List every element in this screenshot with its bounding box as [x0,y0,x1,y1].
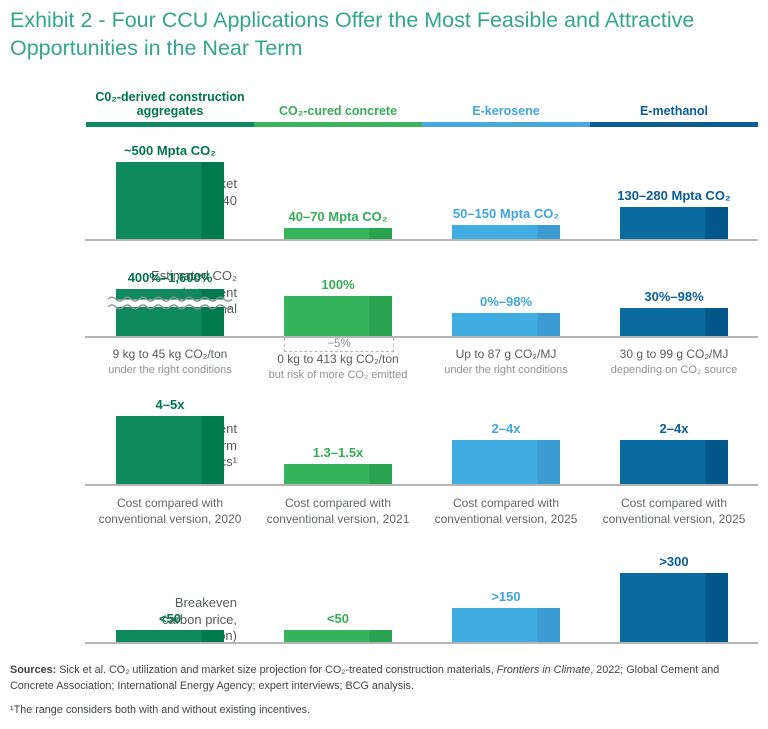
bar-breakeven-e-kerosene [452,608,560,643]
bar-value-label: 2–4x [659,421,689,436]
bar-market-cured-concrete [284,228,392,240]
bar-market-aggregates [116,162,224,240]
bar-value-label: >300 [659,554,689,569]
bar-breakeven-cured-concrete [284,630,392,643]
negative-range-label: −5% [322,338,356,350]
bar-market-e-methanol [620,207,728,240]
bar-sub-label: Cost compared with conventional version,… [434,496,578,526]
header-rule-segment-aggregates [86,122,254,127]
bar-sub-label: 9 kg to 45 kg CO₂/ton under the right co… [108,347,232,376]
bar-value-label: 2–4x [491,421,521,436]
axis-baseline [85,642,758,644]
axis-baseline [85,336,758,338]
bar-breakeven-e-methanol [620,573,728,643]
header-rule-segment-e-kerosene [422,122,590,127]
negative-range-box: −5% [284,338,394,352]
column-header-aggregates: C0₂-derived construction aggregates [95,89,245,119]
bar-value-label: 0%–98% [479,294,533,309]
bar-value-label: 30%–98% [644,289,704,304]
axis-break-squiggle-icon [108,296,232,310]
axis-baseline [85,484,758,486]
bar-value-label: 4–5x [155,397,185,412]
bar-economics-aggregates [116,416,224,485]
header-rule-segment-e-methanol [590,122,758,127]
axis-baseline [85,239,758,241]
bar-market-e-kerosene [452,225,560,240]
bar-value-label: 50–150 Mpta CO₂ [452,206,560,221]
exhibit-title: Exhibit 2 - Four CCU Applications Offer … [10,8,695,61]
bar-value-label: <50 [158,611,182,626]
bar-value-label: 1.3–1.5x [312,445,364,460]
bar-sub-label: Up to 87 g CO₂/MJ under the right condit… [444,347,568,376]
bar-sub-label: Cost compared with conventional version,… [266,496,410,526]
bar-value-label: 40–70 Mpta CO₂ [288,209,388,224]
column-header-e-methanol: E-methanol [639,104,709,119]
bar-sub-label: 0 kg to 413 kg CO₂/ton but risk of more … [268,352,408,381]
bar-abatement-e-methanol [620,308,728,337]
column-header-e-kerosene: E-kerosene [472,104,540,119]
bar-economics-cured-concrete [284,464,392,485]
bar-value-label: <50 [326,611,350,626]
bar-breakeven-aggregates [116,630,224,643]
header-rule-segment-cured-concrete [254,122,422,127]
bar-value-label: 130–280 Mpta CO₂ [617,188,731,203]
bar-sub-label: Cost compared with conventional version,… [602,496,746,526]
sources-label: Sources: [10,664,57,676]
bar-value-label: >150 [491,589,521,604]
column-header-cured-concrete: CO₂-cured concrete [278,104,398,119]
bar-economics-e-kerosene [452,440,560,485]
footnote: ¹The range considers both with and witho… [10,704,311,716]
bar-value-label: ~500 Mpta CO₂ [123,143,217,158]
bar-abatement-cured-concrete [284,296,392,337]
bar-economics-e-methanol [620,440,728,485]
bar-value-label: 100% [321,277,355,292]
bar-sub-label: 30 g to 99 g CO₂/MJ depending on CO₂ sou… [610,347,738,376]
sources-note: Sources: Sick et al. CO₂ utilization and… [10,664,720,692]
bar-abatement-e-kerosene [452,313,560,337]
bar-sub-label: Cost compared with conventional version,… [98,496,242,526]
bar-value-label: 400%–1,600% [127,270,213,285]
